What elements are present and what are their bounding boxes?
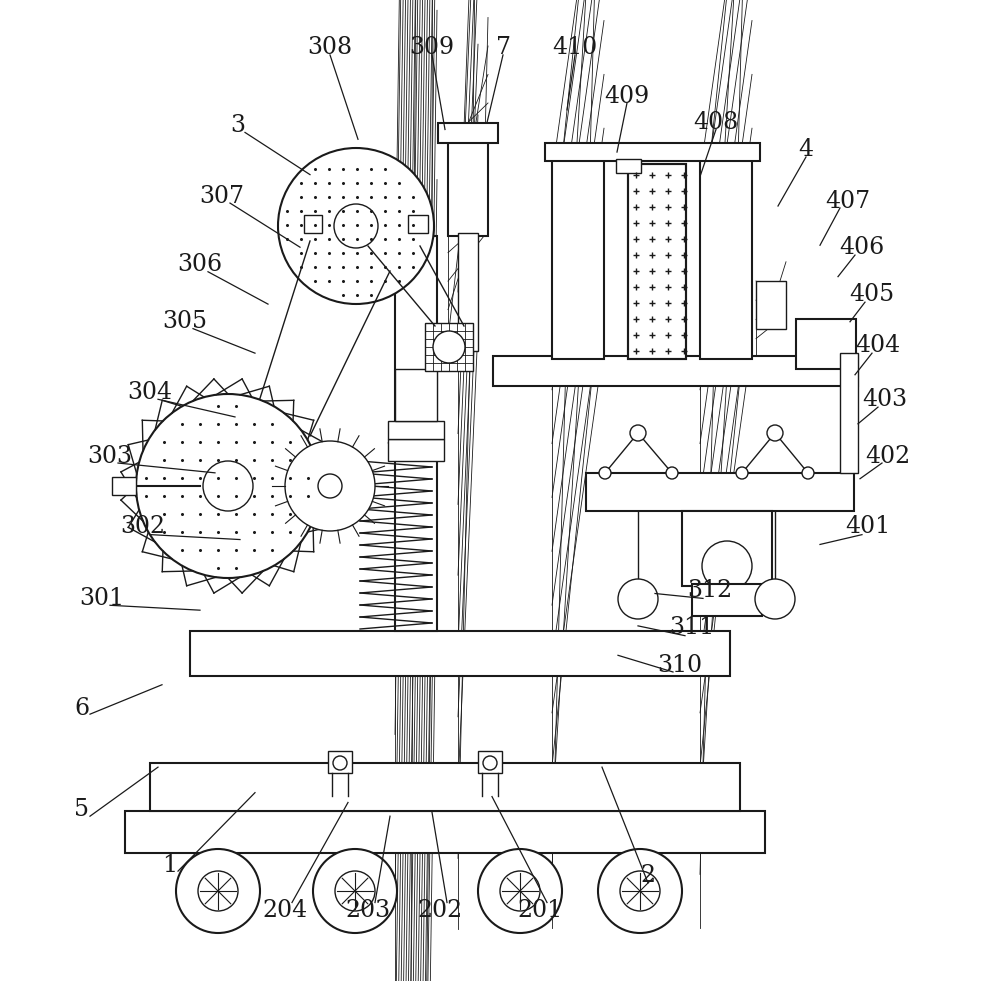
Text: 304: 304 xyxy=(127,381,173,404)
Text: 405: 405 xyxy=(849,283,895,306)
Bar xyxy=(125,811,765,853)
Circle shape xyxy=(285,441,375,531)
Circle shape xyxy=(333,756,347,770)
Bar xyxy=(552,159,604,359)
Text: 303: 303 xyxy=(88,444,132,468)
Text: 3: 3 xyxy=(230,114,246,137)
Text: 410: 410 xyxy=(552,35,598,59)
Circle shape xyxy=(702,541,752,591)
Circle shape xyxy=(318,474,342,498)
Text: 310: 310 xyxy=(657,653,703,677)
Text: 7: 7 xyxy=(496,35,511,59)
Circle shape xyxy=(335,871,375,911)
Bar xyxy=(112,477,136,495)
Text: 4: 4 xyxy=(798,137,814,161)
Circle shape xyxy=(599,467,611,479)
Circle shape xyxy=(802,467,814,479)
Bar xyxy=(692,584,762,616)
Bar xyxy=(438,123,498,143)
Text: 407: 407 xyxy=(825,189,871,213)
Circle shape xyxy=(313,849,397,933)
Circle shape xyxy=(334,204,378,248)
Bar xyxy=(628,164,686,359)
Text: 305: 305 xyxy=(162,310,208,334)
Text: 203: 203 xyxy=(345,899,391,922)
Bar xyxy=(395,236,437,631)
Circle shape xyxy=(278,148,434,304)
Bar xyxy=(388,439,444,461)
Bar xyxy=(586,473,854,511)
Bar xyxy=(388,421,444,439)
Text: 301: 301 xyxy=(79,587,125,610)
Text: 408: 408 xyxy=(693,111,739,134)
Circle shape xyxy=(198,871,238,911)
Text: 308: 308 xyxy=(307,35,353,59)
Text: 311: 311 xyxy=(669,616,715,640)
Bar xyxy=(190,631,730,676)
Text: 309: 309 xyxy=(409,35,455,59)
Circle shape xyxy=(483,756,497,770)
Circle shape xyxy=(433,331,465,363)
Text: 302: 302 xyxy=(120,515,166,539)
Text: 402: 402 xyxy=(865,444,911,468)
Text: 404: 404 xyxy=(855,334,901,357)
Bar xyxy=(150,763,740,811)
Bar xyxy=(425,323,473,371)
Bar xyxy=(628,164,686,359)
Bar xyxy=(493,356,858,386)
Circle shape xyxy=(755,579,795,619)
Bar xyxy=(458,233,478,351)
Text: 306: 306 xyxy=(177,253,223,277)
Text: 312: 312 xyxy=(687,579,733,602)
Circle shape xyxy=(736,467,748,479)
Bar xyxy=(545,143,760,161)
Bar xyxy=(700,159,752,359)
Bar xyxy=(796,319,856,369)
Bar xyxy=(840,353,858,473)
Circle shape xyxy=(620,871,660,911)
Text: 409: 409 xyxy=(604,84,650,108)
Text: 307: 307 xyxy=(200,184,244,208)
Circle shape xyxy=(176,849,260,933)
Circle shape xyxy=(598,849,682,933)
Text: 204: 204 xyxy=(262,899,308,922)
Circle shape xyxy=(500,871,540,911)
Bar xyxy=(616,159,641,173)
Text: 202: 202 xyxy=(417,899,463,922)
Bar xyxy=(304,215,322,233)
Text: 201: 201 xyxy=(517,899,563,922)
Circle shape xyxy=(136,394,320,578)
Text: 6: 6 xyxy=(74,697,90,720)
Text: 406: 406 xyxy=(839,235,885,259)
Bar xyxy=(395,369,437,421)
Text: 1: 1 xyxy=(162,853,178,877)
Bar xyxy=(408,215,428,233)
Bar xyxy=(682,511,772,586)
Text: 5: 5 xyxy=(74,798,90,821)
Circle shape xyxy=(666,467,678,479)
Bar xyxy=(478,751,502,773)
Text: 403: 403 xyxy=(862,387,908,411)
Circle shape xyxy=(767,425,783,441)
Bar xyxy=(448,141,488,236)
Bar xyxy=(328,751,352,773)
Text: 2: 2 xyxy=(640,863,656,887)
Circle shape xyxy=(478,849,562,933)
Text: 401: 401 xyxy=(845,515,891,539)
Circle shape xyxy=(618,579,658,619)
Circle shape xyxy=(203,461,253,511)
Circle shape xyxy=(630,425,646,441)
Bar xyxy=(756,281,786,329)
